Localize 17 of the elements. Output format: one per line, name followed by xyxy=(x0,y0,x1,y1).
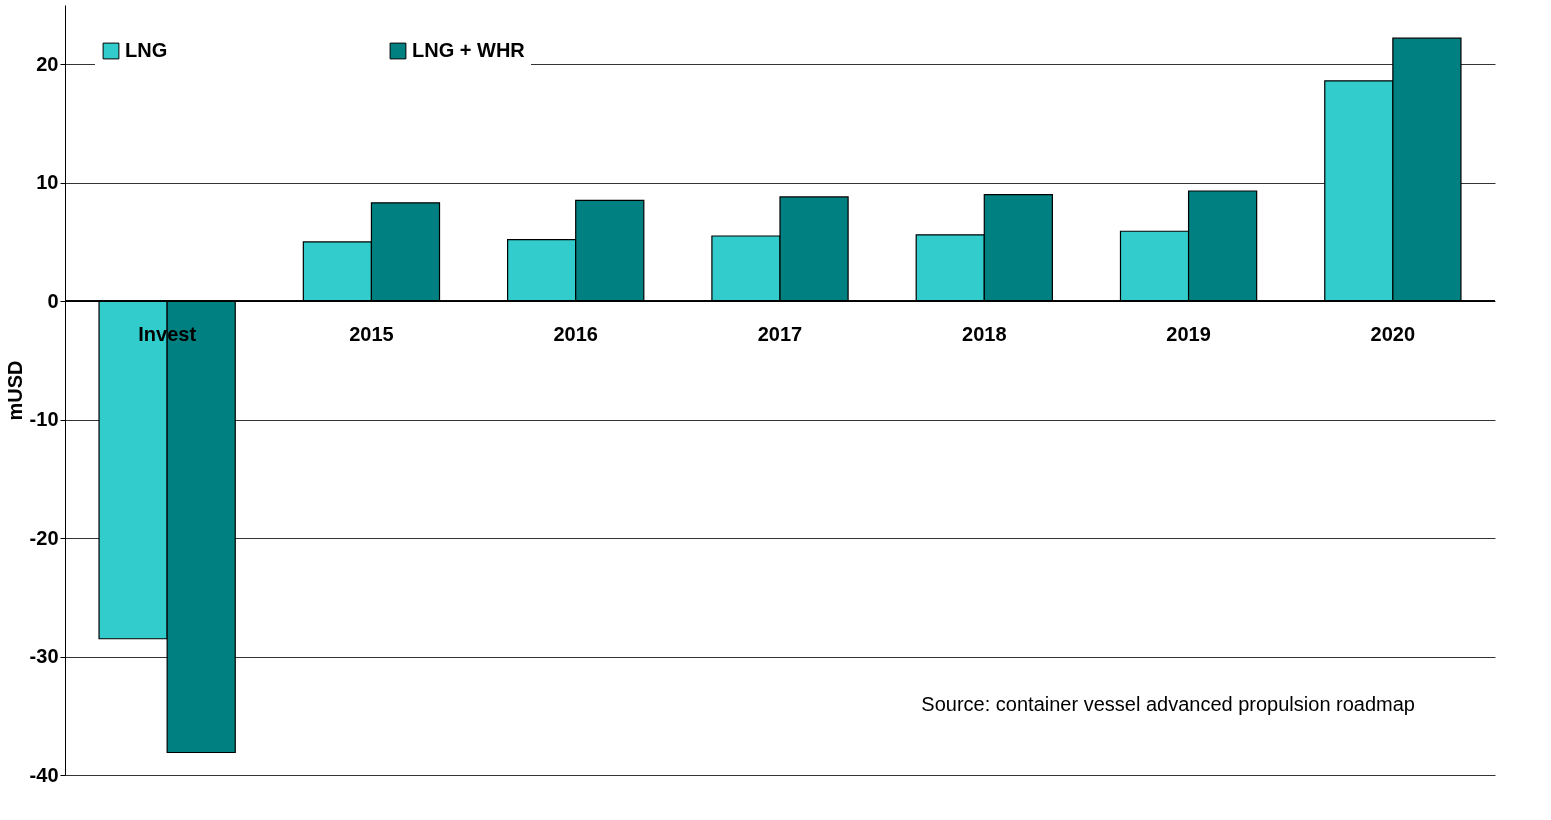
y-tick-label: -20 xyxy=(29,526,59,549)
legend-label: LNG xyxy=(125,39,168,61)
y-tick-label: 0 xyxy=(47,289,59,312)
x-tick-label: 2018 xyxy=(962,323,1007,346)
x-tick-label: 2017 xyxy=(757,323,803,346)
x-tick-label: 2016 xyxy=(553,323,598,346)
y-tick-label: -30 xyxy=(29,645,59,668)
y-tick-label: 10 xyxy=(36,171,59,194)
y-tick-label: 20 xyxy=(36,52,59,75)
x-tick-label: 2019 xyxy=(1166,323,1211,346)
y-tick-label: -40 xyxy=(29,763,59,786)
x-tick-label: 2020 xyxy=(1370,323,1416,346)
legend-label: LNG + WHR xyxy=(412,39,526,61)
x-tick-label: 2015 xyxy=(349,323,394,346)
y-axis-title: mUSD xyxy=(3,360,26,421)
annotation: Source: container vessel advanced propulsion roadmap xyxy=(921,693,1415,715)
y-tick-label: -10 xyxy=(29,408,59,431)
